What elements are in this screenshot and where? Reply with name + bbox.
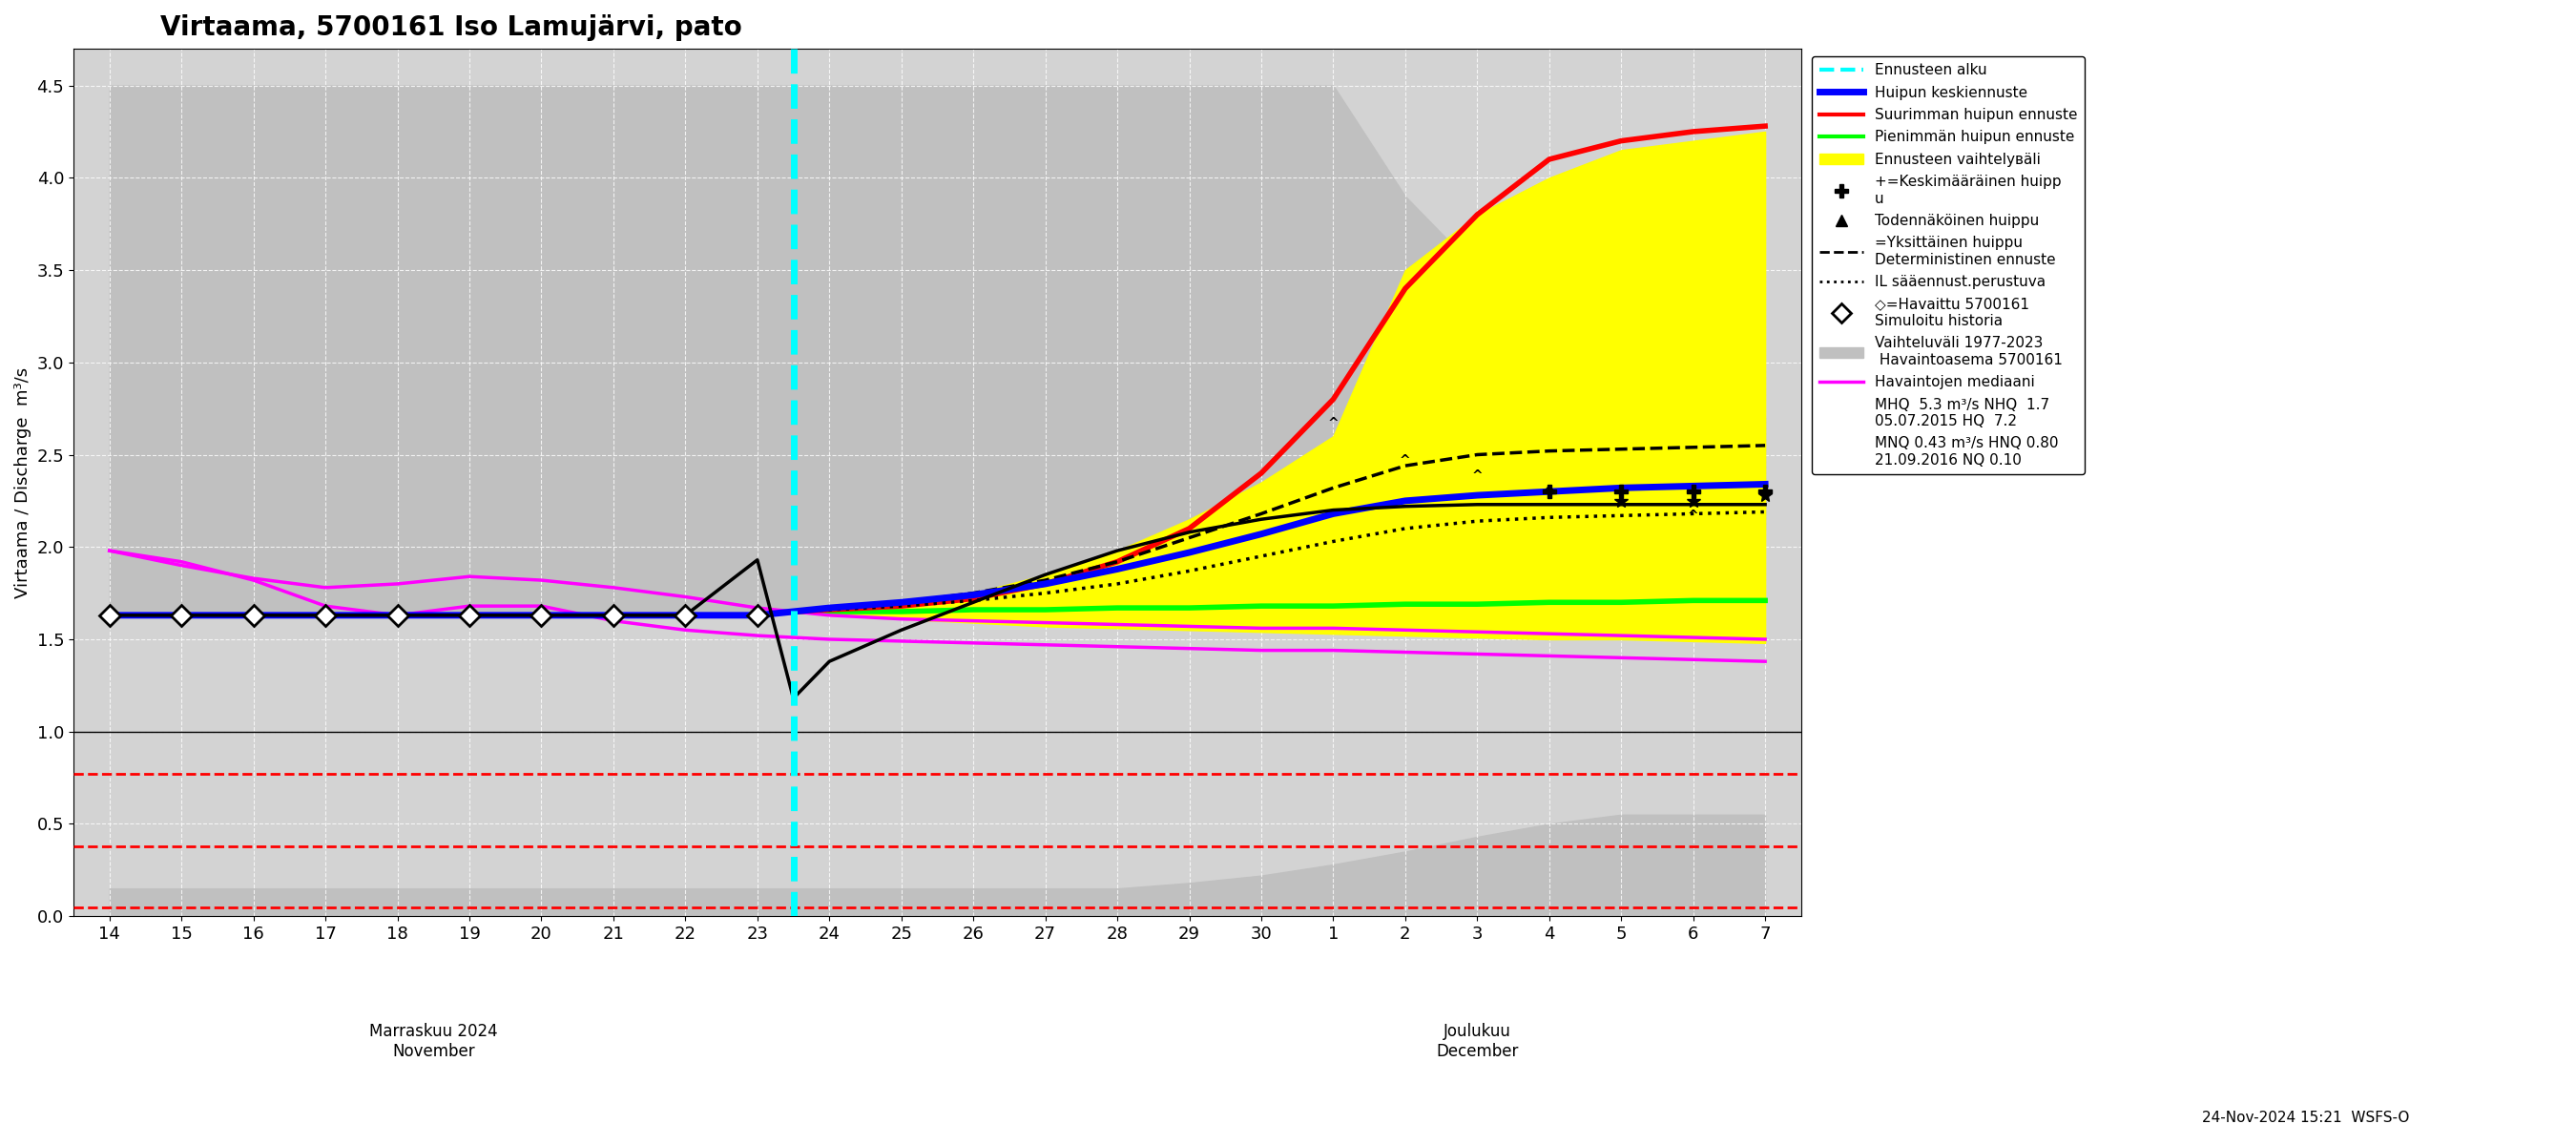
Text: ^: ^ [1543, 485, 1556, 499]
Text: 24-Nov-2024 15:21  WSFS-O: 24-Nov-2024 15:21 WSFS-O [2202, 1111, 2411, 1124]
Y-axis label: Virtaama / Discharge  m³/s: Virtaama / Discharge m³/s [15, 366, 31, 598]
Text: ^: ^ [1471, 469, 1484, 482]
Text: Joulukuu
December: Joulukuu December [1435, 1024, 1517, 1060]
Text: Marraskuu 2024
November: Marraskuu 2024 November [368, 1024, 497, 1060]
Text: ^: ^ [1615, 489, 1625, 503]
Text: Virtaama, 5700161 Iso Lamujärvi, pato: Virtaama, 5700161 Iso Lamujärvi, pato [160, 14, 742, 41]
Legend: Ennusteen alku, Huipun keskiennuste, Suurimman huipun ennuste, Pienimmän huipun : Ennusteen alku, Huipun keskiennuste, Suu… [1811, 56, 2084, 475]
Text: ^: ^ [1327, 417, 1340, 431]
Text: ^: ^ [1399, 455, 1412, 467]
Text: ^: ^ [1687, 510, 1698, 523]
